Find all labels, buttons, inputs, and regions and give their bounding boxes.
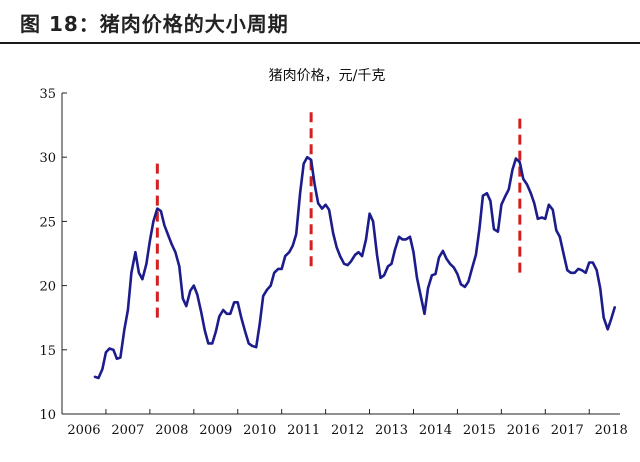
x-tick-label: 2006 bbox=[67, 423, 100, 438]
x-tick-label: 2016 bbox=[507, 423, 540, 438]
price-series-line bbox=[93, 155, 616, 380]
x-tick-label: 2011 bbox=[287, 423, 320, 438]
x-tick-label: 2007 bbox=[111, 423, 144, 438]
y-tick-label: 20 bbox=[39, 280, 56, 295]
chart-title: 猪肉价格，元/千克 bbox=[269, 68, 386, 84]
y-ticks: 10 15 20 25 30 35 bbox=[39, 87, 67, 423]
x-tick-label: 2015 bbox=[463, 423, 496, 438]
y-tick-label: 15 bbox=[39, 344, 56, 359]
x-tick-label: 2013 bbox=[375, 423, 408, 438]
series-group bbox=[93, 155, 616, 380]
x-tick-label: 2017 bbox=[551, 423, 584, 438]
x-tick-label: 2014 bbox=[419, 423, 452, 438]
y-tick-label: 30 bbox=[39, 151, 56, 166]
figure-header: 图 18：猪肉价格的大小周期 bbox=[0, 0, 640, 44]
y-tick-label: 35 bbox=[39, 87, 56, 102]
y-tick-label: 10 bbox=[39, 408, 56, 423]
peak-markers bbox=[155, 112, 522, 318]
x-tick-label: 2012 bbox=[331, 423, 364, 438]
y-tick-label: 25 bbox=[39, 215, 56, 230]
x-tick-label: 2010 bbox=[243, 423, 276, 438]
x-tick-label: 2018 bbox=[595, 423, 628, 438]
x-tick-label: 2008 bbox=[155, 423, 188, 438]
x-tick-label: 2009 bbox=[199, 423, 232, 438]
figure-title: 图 18：猪肉价格的大小周期 bbox=[20, 12, 289, 36]
x-ticks: 2006 2007 2008 2009 2010 2011 2012 2013 2014 2015… bbox=[61, 409, 628, 438]
